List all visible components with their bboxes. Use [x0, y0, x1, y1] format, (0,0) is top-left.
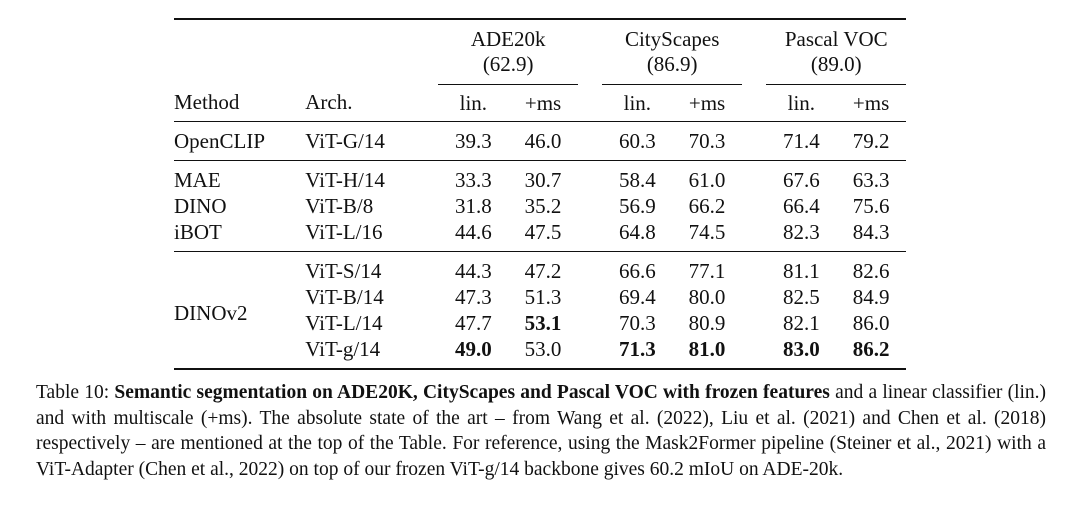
- value-cell: 46.0: [524, 128, 562, 153]
- method-cell-dinov2: DINOv2: [174, 300, 248, 325]
- value-cell: 82.3: [782, 219, 820, 244]
- value-cell: 30.7: [524, 167, 562, 192]
- value-cell: 35.2: [524, 193, 562, 218]
- value-cell: 81.1: [782, 258, 820, 283]
- value-cell: 47.7: [454, 310, 492, 335]
- value-cell: 79.2: [852, 128, 890, 153]
- table-row: ViT-g/14 49.0 53.0 71.3 81.0 83.0 86.2: [174, 336, 906, 369]
- group-header-pascal-voc: Pascal VOC (89.0): [766, 19, 906, 85]
- table-row: MAE ViT-H/14 33.3 30.7 58.4 61.0 67.6 63…: [174, 160, 906, 194]
- column-header-ms: +ms: [524, 90, 562, 115]
- caption-text: and a linear classifier (lin.) and with …: [36, 382, 1047, 480]
- arch-cell: ViT-B/8: [305, 193, 374, 218]
- group-name: Pascal VOC: [784, 26, 888, 51]
- column-header-method: Method: [174, 90, 240, 115]
- value-cell: 63.3: [852, 167, 890, 192]
- value-cell: 66.6: [618, 258, 656, 283]
- value-cell: 44.3: [454, 258, 492, 283]
- column-header-lin: lin.: [459, 90, 488, 115]
- arch-cell: ViT-g/14: [305, 336, 381, 361]
- caption-bold-title: Semantic segmentation on ADE20K, CitySca…: [114, 382, 830, 403]
- group-sota: (62.9): [482, 52, 534, 76]
- value-cell: 70.3: [618, 310, 656, 335]
- table-column-header-row: Method Arch. lin. +ms lin. +ms lin. +ms: [174, 85, 906, 122]
- caption-label: Table 10:: [36, 382, 110, 403]
- value-cell: 67.6: [782, 167, 820, 192]
- value-cell: 64.8: [618, 219, 656, 244]
- value-cell: 84.9: [852, 284, 890, 309]
- value-cell: 61.0: [688, 167, 726, 192]
- value-cell: 71.4: [782, 128, 820, 153]
- value-cell: 47.3: [454, 284, 492, 309]
- value-cell: 33.3: [454, 167, 492, 192]
- column-header-lin: lin.: [787, 90, 816, 115]
- value-cell: 84.3: [852, 219, 890, 244]
- value-cell: 44.6: [454, 219, 492, 244]
- segmentation-results-table: ADE20k (62.9) CityScapes (86.9) Pascal V…: [174, 18, 906, 370]
- value-cell: 69.4: [618, 284, 656, 309]
- results-table-container: ADE20k (62.9) CityScapes (86.9) Pascal V…: [174, 18, 906, 370]
- arch-cell: ViT-H/14: [305, 167, 385, 192]
- arch-cell: ViT-G/14: [305, 128, 385, 153]
- table-row: ViT-L/14 47.7 53.1 70.3 80.9 82.1 86.0: [174, 310, 906, 336]
- value-cell-best: 81.0: [688, 336, 726, 361]
- value-cell: 86.0: [852, 310, 890, 335]
- value-cell-best: 83.0: [782, 336, 820, 361]
- value-cell: 75.6: [852, 193, 890, 218]
- arch-cell: ViT-B/14: [305, 284, 384, 309]
- column-header-ms: +ms: [852, 90, 890, 115]
- method-cell: DINO: [174, 193, 227, 218]
- table-row: iBOT ViT-L/16 44.6 47.5 64.8 74.5 82.3 8…: [174, 219, 906, 252]
- value-cell: 56.9: [618, 193, 656, 218]
- value-cell: 80.9: [688, 310, 726, 335]
- value-cell: 77.1: [688, 258, 726, 283]
- arch-cell: ViT-L/14: [305, 310, 383, 335]
- group-header-cityscapes: CityScapes (86.9): [602, 19, 742, 85]
- method-cell: OpenCLIP: [174, 128, 265, 153]
- value-cell: 74.5: [688, 219, 726, 244]
- column-header-ms: +ms: [688, 90, 726, 115]
- value-cell-best: 49.0: [454, 336, 492, 361]
- table-row: DINO ViT-B/8 31.8 35.2 56.9 66.2 66.4 75…: [174, 193, 906, 219]
- table-caption: Table 10: Semantic segmentation on ADE20…: [36, 380, 1046, 482]
- value-cell: 66.2: [688, 193, 726, 218]
- arch-cell: ViT-L/16: [305, 219, 383, 244]
- value-cell: 47.2: [524, 258, 562, 283]
- group-sota: (89.0): [810, 52, 862, 76]
- value-cell-best: 53.1: [524, 310, 562, 335]
- method-cell: MAE: [174, 167, 221, 192]
- value-cell: 53.0: [524, 336, 562, 361]
- value-cell: 60.3: [618, 128, 656, 153]
- value-cell: 66.4: [782, 193, 820, 218]
- group-sota: (86.9): [646, 52, 698, 76]
- value-cell: 70.3: [688, 128, 726, 153]
- value-cell: 80.0: [688, 284, 726, 309]
- value-cell: 58.4: [618, 167, 656, 192]
- value-cell: 82.1: [782, 310, 820, 335]
- table-row: DINOv2 ViT-S/14 44.3 47.2 66.6 77.1 81.1…: [174, 251, 906, 323]
- group-header-ade20k: ADE20k (62.9): [438, 19, 578, 85]
- value-cell: 39.3: [454, 128, 492, 153]
- value-cell-best: 71.3: [618, 336, 656, 361]
- group-name: ADE20k: [470, 26, 546, 51]
- table-row: ViT-B/14 47.3 51.3 69.4 80.0 82.5 84.9: [174, 284, 906, 310]
- arch-cell: ViT-S/14: [305, 258, 382, 283]
- value-cell: 47.5: [524, 219, 562, 244]
- column-header-arch: Arch.: [305, 90, 353, 115]
- column-header-lin: lin.: [623, 90, 652, 115]
- value-cell: 82.6: [852, 258, 890, 283]
- value-cell: 31.8: [454, 193, 492, 218]
- group-name: CityScapes: [624, 26, 720, 51]
- method-cell: iBOT: [174, 219, 222, 244]
- table-group-header-row: ADE20k (62.9) CityScapes (86.9) Pascal V…: [174, 19, 906, 85]
- value-cell: 51.3: [524, 284, 562, 309]
- value-cell-best: 86.2: [852, 336, 890, 361]
- value-cell: 82.5: [782, 284, 820, 309]
- table-row: OpenCLIP ViT-G/14 39.3 46.0 60.3 70.3 71…: [174, 121, 906, 161]
